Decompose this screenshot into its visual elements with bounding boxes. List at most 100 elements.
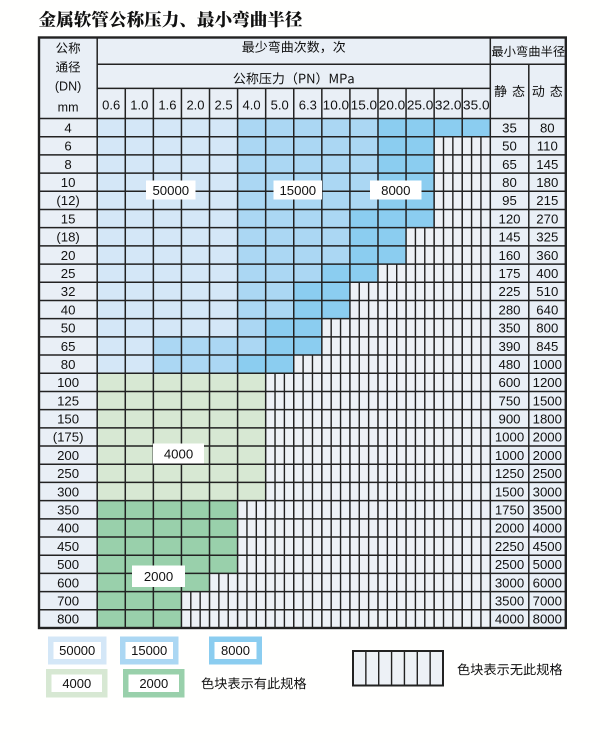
svg-text:350: 350 [57,503,79,518]
svg-text:145: 145 [536,157,558,172]
svg-text:4000: 4000 [62,676,91,691]
svg-text:700: 700 [57,594,79,609]
svg-text:2000: 2000 [144,569,173,584]
svg-text:120: 120 [498,211,520,226]
svg-text:32.0: 32.0 [435,98,462,113]
svg-text:50000: 50000 [152,183,189,198]
svg-text:215: 215 [536,193,558,208]
svg-text:500: 500 [57,557,79,572]
svg-text:15.0: 15.0 [351,98,378,113]
svg-text:1.0: 1.0 [130,98,148,113]
svg-text:2000: 2000 [139,676,168,691]
svg-text:5.0: 5.0 [271,98,289,113]
svg-text:510: 510 [536,284,558,299]
svg-text:20.0: 20.0 [379,98,406,113]
svg-text:65: 65 [502,157,517,172]
svg-text:mm: mm [58,101,79,115]
svg-text:0.6: 0.6 [102,98,120,113]
svg-text:25: 25 [61,266,76,281]
svg-text:250: 250 [57,466,79,481]
svg-text:325: 325 [536,230,558,245]
svg-text:360: 360 [536,248,558,263]
svg-text:1500: 1500 [495,484,524,499]
svg-text:35.0: 35.0 [463,98,490,113]
svg-text:2.5: 2.5 [215,98,233,113]
svg-text:50000: 50000 [59,643,95,658]
svg-text:10.0: 10.0 [323,98,350,113]
svg-text:1.6: 1.6 [158,98,176,113]
svg-text:4000: 4000 [495,612,524,627]
svg-text:3500: 3500 [495,594,524,609]
svg-text:(12): (12) [56,193,79,208]
svg-text:600: 600 [498,375,520,390]
svg-text:80: 80 [61,357,76,372]
svg-text:3000: 3000 [533,484,562,499]
svg-text:2000: 2000 [533,430,562,445]
svg-text:80: 80 [540,120,555,135]
svg-text:600: 600 [57,575,79,590]
svg-text:4000: 4000 [533,521,562,536]
svg-text:65: 65 [61,339,76,354]
svg-text:4000: 4000 [164,446,193,461]
svg-text:25.0: 25.0 [407,98,434,113]
svg-text:160: 160 [498,248,520,263]
svg-text:1200: 1200 [533,375,562,390]
svg-text:8000: 8000 [381,183,410,198]
svg-text:7000: 7000 [533,594,562,609]
svg-text:280: 280 [498,302,520,317]
svg-text:6000: 6000 [533,575,562,590]
svg-text:15000: 15000 [131,643,167,658]
svg-text:225: 225 [498,284,520,299]
svg-text:(18): (18) [56,230,79,245]
svg-text:110: 110 [537,139,558,154]
svg-text:1500: 1500 [533,393,562,408]
svg-text:2500: 2500 [495,557,524,572]
svg-text:1000: 1000 [495,448,524,463]
svg-text:15: 15 [61,211,76,226]
svg-text:4.0: 4.0 [243,98,261,113]
svg-text:1000: 1000 [533,357,562,372]
svg-text:50: 50 [502,139,517,154]
svg-text:390: 390 [498,339,520,354]
svg-text:4500: 4500 [533,539,562,554]
svg-text:8: 8 [64,157,71,172]
svg-text:2000: 2000 [533,448,562,463]
svg-text:100: 100 [57,375,79,390]
svg-text:350: 350 [498,321,520,336]
svg-text:40: 40 [61,302,76,317]
svg-text:750: 750 [498,393,520,408]
svg-text:15000: 15000 [279,183,316,198]
svg-text:(DN): (DN) [55,80,81,94]
svg-text:3000: 3000 [495,575,524,590]
svg-text:2.0: 2.0 [186,98,204,113]
svg-text:(175): (175) [53,430,84,445]
svg-text:400: 400 [536,266,558,281]
svg-text:5000: 5000 [533,557,562,572]
svg-text:1000: 1000 [495,430,524,445]
svg-text:2250: 2250 [495,539,524,554]
svg-text:4: 4 [64,120,71,135]
svg-text:800: 800 [57,612,79,627]
svg-text:50: 50 [61,321,76,336]
svg-text:2500: 2500 [533,466,562,481]
svg-text:640: 640 [536,302,558,317]
svg-text:32: 32 [61,284,76,299]
svg-text:8000: 8000 [221,643,250,658]
svg-text:1800: 1800 [533,412,562,427]
svg-text:1750: 1750 [495,503,524,518]
svg-text:480: 480 [498,357,520,372]
svg-text:800: 800 [536,321,558,336]
svg-text:150: 150 [57,412,79,427]
svg-text:180: 180 [536,175,558,190]
svg-text:270: 270 [536,211,558,226]
svg-text:900: 900 [498,412,520,427]
svg-text:35: 35 [502,120,517,135]
svg-text:95: 95 [502,193,517,208]
svg-text:10: 10 [61,175,76,190]
svg-text:125: 125 [57,393,79,408]
svg-text:3500: 3500 [533,503,562,518]
svg-text:6: 6 [64,139,71,154]
svg-text:175: 175 [498,266,520,281]
svg-text:450: 450 [57,539,79,554]
svg-text:80: 80 [502,175,517,190]
